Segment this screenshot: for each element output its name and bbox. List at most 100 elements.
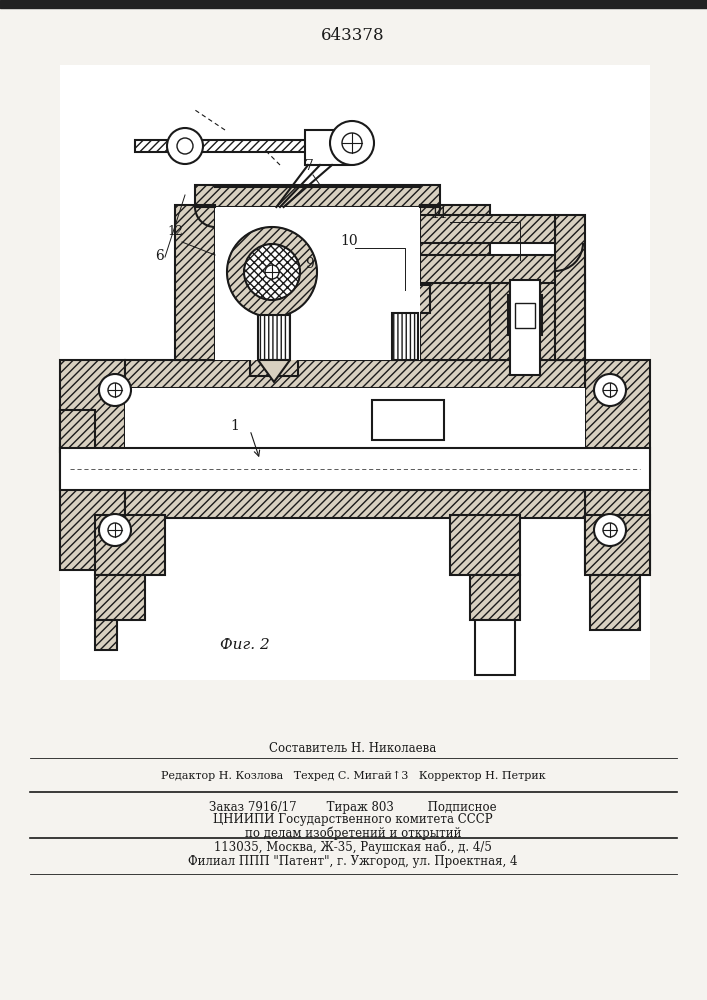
- Circle shape: [244, 244, 300, 300]
- Text: 10: 10: [340, 234, 358, 248]
- Text: 643378: 643378: [321, 26, 385, 43]
- Bar: [365, 393, 451, 405]
- Bar: [60, 410, 95, 452]
- Bar: [250, 358, 298, 376]
- Bar: [135, 140, 310, 152]
- Bar: [250, 358, 298, 376]
- Bar: [585, 515, 650, 575]
- Bar: [420, 205, 490, 360]
- Bar: [175, 205, 215, 360]
- Bar: [420, 215, 555, 243]
- Bar: [392, 313, 418, 360]
- Bar: [135, 140, 310, 152]
- Circle shape: [99, 514, 131, 546]
- Bar: [95, 620, 117, 650]
- Circle shape: [227, 227, 317, 317]
- Bar: [508, 295, 542, 335]
- Bar: [508, 295, 542, 335]
- Text: по делам изобретений и открытий: по делам изобретений и открытий: [245, 826, 461, 840]
- Circle shape: [265, 265, 279, 279]
- Bar: [95, 575, 145, 620]
- Bar: [555, 215, 585, 360]
- Text: 6: 6: [155, 249, 164, 263]
- Bar: [60, 360, 125, 570]
- Bar: [95, 620, 117, 650]
- Bar: [215, 207, 420, 360]
- Bar: [60, 360, 125, 570]
- Bar: [555, 215, 585, 360]
- Bar: [378, 285, 430, 313]
- Bar: [360, 440, 445, 480]
- Bar: [585, 360, 650, 570]
- Bar: [60, 448, 650, 490]
- Bar: [470, 575, 520, 620]
- Text: Фиг. 2: Фиг. 2: [220, 638, 270, 652]
- Bar: [450, 515, 520, 575]
- Text: ЦНИИПИ Государственного комитета СССР: ЦНИИПИ Государственного комитета СССР: [214, 814, 493, 826]
- Circle shape: [330, 121, 374, 165]
- Text: 11: 11: [430, 207, 448, 221]
- Bar: [420, 215, 555, 243]
- Bar: [450, 515, 520, 575]
- Bar: [195, 185, 440, 207]
- Bar: [365, 393, 451, 405]
- Bar: [360, 440, 445, 480]
- Bar: [95, 515, 165, 575]
- Bar: [95, 575, 145, 620]
- Bar: [258, 315, 290, 360]
- Bar: [250, 358, 298, 376]
- Text: Заказ 7916/17        Тираж 803         Подписное: Заказ 7916/17 Тираж 803 Подписное: [209, 800, 497, 814]
- Circle shape: [99, 374, 131, 406]
- Bar: [95, 575, 145, 620]
- Bar: [175, 205, 215, 360]
- Bar: [125, 490, 585, 518]
- Bar: [125, 360, 585, 388]
- Bar: [378, 285, 430, 313]
- Bar: [60, 410, 95, 452]
- Text: 7: 7: [305, 159, 314, 173]
- Bar: [95, 515, 165, 575]
- Bar: [420, 205, 490, 360]
- Polygon shape: [258, 360, 290, 382]
- Bar: [420, 205, 490, 360]
- Bar: [175, 205, 215, 360]
- Bar: [258, 315, 290, 360]
- Bar: [95, 620, 117, 650]
- Bar: [470, 575, 520, 620]
- Bar: [490, 280, 585, 360]
- Text: 1: 1: [230, 419, 239, 433]
- Bar: [515, 303, 535, 328]
- Bar: [0, 0, 707, 8]
- Bar: [392, 313, 418, 360]
- Bar: [470, 575, 520, 620]
- Circle shape: [594, 514, 626, 546]
- Bar: [125, 490, 585, 518]
- Bar: [585, 360, 650, 570]
- Bar: [195, 185, 440, 207]
- Bar: [378, 285, 430, 313]
- Circle shape: [167, 128, 203, 164]
- Bar: [305, 130, 350, 165]
- Bar: [125, 360, 585, 388]
- Circle shape: [342, 133, 362, 153]
- Text: Филиал ППП "Патент", г. Ужгород, ул. Проектная, 4: Филиал ППП "Патент", г. Ужгород, ул. Про…: [188, 856, 518, 868]
- Bar: [95, 515, 165, 575]
- Text: 113035, Москва, Ж-35, Раушская наб., д. 4/5: 113035, Москва, Ж-35, Раушская наб., д. …: [214, 840, 492, 854]
- Bar: [420, 255, 585, 283]
- Bar: [365, 393, 451, 405]
- Bar: [585, 515, 650, 575]
- Bar: [475, 620, 515, 675]
- Bar: [360, 440, 445, 480]
- Bar: [420, 255, 585, 283]
- Bar: [60, 65, 650, 680]
- Bar: [420, 255, 585, 283]
- Bar: [490, 280, 585, 360]
- Bar: [585, 360, 650, 570]
- Text: Составитель Н. Николаева: Составитель Н. Николаева: [269, 742, 437, 754]
- Bar: [125, 360, 585, 388]
- Bar: [585, 515, 650, 575]
- Bar: [420, 215, 555, 243]
- Bar: [590, 575, 640, 630]
- Text: 12: 12: [167, 225, 183, 238]
- Bar: [590, 575, 640, 630]
